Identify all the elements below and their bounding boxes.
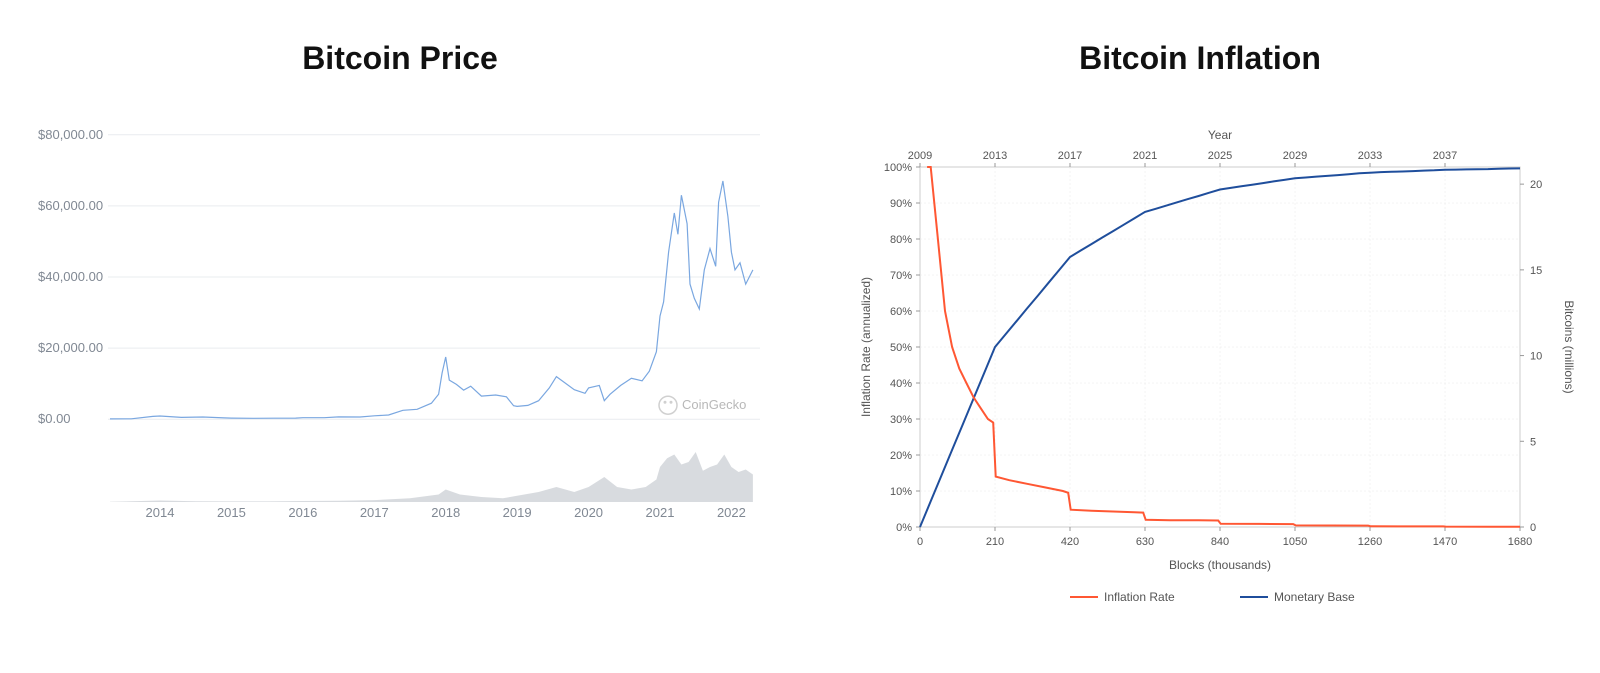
price-x-tick-label: 2018 <box>431 505 460 520</box>
inflation-bottom-tick-label: 840 <box>1211 536 1229 548</box>
inflation-chart-title: Bitcoin Inflation <box>1079 40 1321 77</box>
price-chart-title: Bitcoin Price <box>302 40 498 77</box>
watermark: CoinGecko <box>659 396 746 414</box>
inflation-right-tick-label: 0 <box>1530 522 1536 534</box>
inflation-top-tick-label: 2017 <box>1058 150 1082 162</box>
inflation-top-tick-label: 2025 <box>1208 150 1232 162</box>
price-y-tick-label: $0.00 <box>38 411 71 426</box>
svg-text:CoinGecko: CoinGecko <box>682 397 746 412</box>
price-x-tick-label: 2014 <box>146 505 175 520</box>
inflation-bottom-tick-label: 420 <box>1061 536 1079 548</box>
legend-label: Inflation Rate <box>1104 590 1175 604</box>
price-y-tick-label: $20,000.00 <box>38 340 103 355</box>
inflation-bottom-axis-title: Blocks (thousands) <box>1169 558 1271 572</box>
inflation-left-tick-label: 50% <box>890 342 912 354</box>
inflation-left-tick-label: 0% <box>896 522 912 534</box>
inflation-bottom-tick-label: 0 <box>917 536 923 548</box>
inflation-bottom-tick-label: 210 <box>986 536 1004 548</box>
volume-area <box>110 452 753 502</box>
inflation-right-axis-title: Bitcoins (millions) <box>1562 300 1576 393</box>
inflation-top-tick-label: 2029 <box>1283 150 1307 162</box>
inflation-left-tick-label: 90% <box>890 198 912 210</box>
inflation-top-tick-label: 2021 <box>1133 150 1157 162</box>
inflation-left-tick-label: 20% <box>890 450 912 462</box>
inflation-top-tick-label: 2013 <box>983 150 1007 162</box>
inflation-left-tick-label: 100% <box>884 162 912 174</box>
inflation-right-tick-label: 20 <box>1530 179 1542 191</box>
inflation-bottom-tick-label: 1470 <box>1433 536 1457 548</box>
price-y-tick-label: $80,000.00 <box>38 127 103 142</box>
inflation-top-tick-label: 2037 <box>1433 150 1457 162</box>
price-x-tick-label: 2017 <box>360 505 389 520</box>
price-x-tick-label: 2019 <box>503 505 532 520</box>
price-chart: $0.00 $20,000.00 $40,000.00 $60,000.00 $80,0… <box>30 107 770 567</box>
inflation-left-tick-label: 40% <box>890 378 912 390</box>
inflation-left-tick-label: 10% <box>890 486 912 498</box>
price-y-tick-label: $40,000.00 <box>38 269 103 284</box>
inflation-left-tick-label: 70% <box>890 270 912 282</box>
inflation-top-tick-label: 2033 <box>1358 150 1382 162</box>
inflation-bottom-tick-label: 1680 <box>1508 536 1532 548</box>
inflation-chart: 0% 10% 20% 30% 40% 50% 60% 70% 80% 90% 100% 0 210 420… <box>820 107 1580 647</box>
inflation-right-tick-label: 15 <box>1530 265 1542 277</box>
right-panel: Bitcoin Inflation 0% 10% 20% 30% 40% 50% 60% 70… <box>800 0 1600 673</box>
price-line <box>110 181 753 419</box>
price-x-tick-label: 2021 <box>646 505 675 520</box>
inflation-bottom-tick-label: 1050 <box>1283 536 1307 548</box>
inflation-bottom-tick-label: 1260 <box>1358 536 1382 548</box>
price-x-tick-label: 2016 <box>288 505 317 520</box>
price-x-tick-label: 2015 <box>217 505 246 520</box>
inflation-right-tick-label: 5 <box>1530 436 1536 448</box>
inflation-top-axis-title: Year <box>1208 128 1232 142</box>
left-panel: Bitcoin Price $0.00$20,000.00$40,000.00$… <box>0 0 800 673</box>
inflation-left-tick-label: 80% <box>890 234 912 246</box>
price-x-tick-label: 2022 <box>717 505 746 520</box>
inflation-top-tick-label: 2009 <box>908 150 932 162</box>
inflation-left-axis-title: Inflation Rate (annualized) <box>859 277 873 417</box>
price-y-tick-label: $60,000.00 <box>38 198 103 213</box>
inflation-left-tick-label: 30% <box>890 414 912 426</box>
legend-label: Monetary Base <box>1274 590 1355 604</box>
inflation-left-tick-label: 60% <box>890 306 912 318</box>
price-x-tick-label: 2020 <box>574 505 603 520</box>
inflation-right-tick-label: 10 <box>1530 351 1542 363</box>
inflation-bottom-tick-label: 630 <box>1136 536 1154 548</box>
page: Bitcoin Price $0.00$20,000.00$40,000.00$… <box>0 0 1600 673</box>
